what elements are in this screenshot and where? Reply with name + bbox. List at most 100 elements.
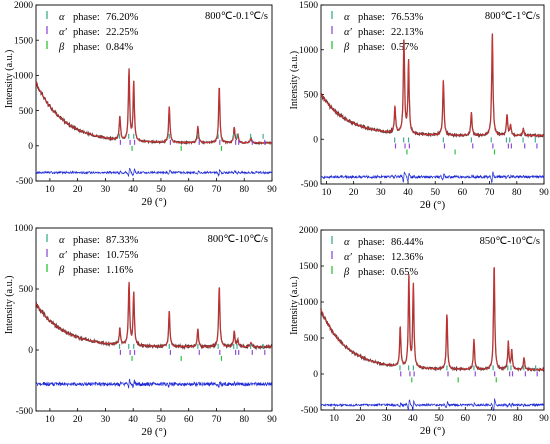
x-tick-label: 30: [382, 414, 392, 424]
x-tick-label: 80: [512, 188, 522, 198]
legend-phase-symbol: α: [344, 237, 350, 248]
observed-pattern: [35, 282, 273, 351]
y-tick-label: 500: [304, 334, 319, 344]
x-tick-label: 40: [408, 414, 418, 424]
x-tick-label: 50: [156, 415, 166, 425]
y-tick-label: 0: [313, 370, 318, 380]
y-tick-label: 1000: [299, 46, 318, 56]
x-tick-label: 60: [461, 414, 471, 424]
legend-phase-value: 22.25%: [106, 27, 139, 38]
difference-curve: [320, 398, 545, 412]
x-tick-label: 70: [212, 185, 222, 195]
calculated-pattern: [35, 68, 272, 144]
legend-phase-symbol: α′: [59, 250, 68, 261]
legend-phase-symbol: α′: [344, 252, 353, 263]
difference-curve: [320, 171, 545, 184]
plot-frame: [35, 4, 273, 182]
legend-phase-value: 10.75%: [106, 250, 139, 261]
legend-phase-value: 86.44%: [391, 237, 424, 248]
legend-phase-label: phase:: [73, 12, 100, 23]
legend-phase-symbol: β: [343, 42, 350, 53]
x-tick-label: 60: [184, 415, 194, 425]
legend-phase-symbol: β: [58, 42, 65, 53]
y-tick-label: 2000: [14, 1, 33, 11]
y-axis-label: Intensity (a.u.): [4, 276, 15, 335]
y-tick-label: 1500: [14, 36, 33, 46]
x-tick-label: 60: [184, 185, 194, 195]
y-axis-label: Intensity (a.u.): [289, 276, 300, 335]
y-tick-label: 1500: [299, 1, 318, 11]
sample-condition-label: 800℃-1℃/s: [485, 11, 540, 22]
legend-phase-value: 0.84%: [106, 42, 133, 53]
x-tick-label: 40: [403, 188, 413, 198]
x-tick-label: 90: [267, 185, 277, 195]
y-tick-label: 1000: [299, 298, 318, 308]
x-tick-label: 10: [45, 415, 55, 425]
x-tick-label: 20: [356, 414, 366, 424]
legend-phase-label: phase:: [358, 27, 385, 38]
legend-phase-symbol: α: [59, 235, 65, 246]
sample-condition-label: 800℃-0.1℃/s: [205, 11, 268, 22]
x-tick-label: 80: [239, 415, 249, 425]
legend-phase-value: 76.53%: [391, 12, 424, 23]
difference-curve: [35, 168, 273, 178]
x-tick-label: 20: [73, 415, 83, 425]
calculated-pattern: [35, 281, 272, 348]
y-tick-label: 0: [313, 135, 318, 145]
x-tick-label: 50: [156, 185, 166, 195]
y-tick-label: 500: [19, 107, 34, 117]
y-axis-label: Intensity (a.u.): [289, 51, 300, 110]
x-tick-label: 70: [212, 415, 222, 425]
y-tick-label: -500: [301, 180, 319, 190]
xrd-panel-4: 10 20 30 40 50 60 70 80 90 -500 0 500 1000 1500 2000 2θ…: [289, 226, 549, 437]
x-tick-label: 10: [45, 185, 55, 195]
xrd-panel-3: 10 20 30 40 50 60 70 80 90 -500 0 500 1000 2θ (°) Inte…: [4, 224, 277, 438]
y-tick-label: 1000: [14, 72, 33, 82]
x-tick-label: 90: [267, 415, 277, 425]
xrd-panel-1: 10 20 30 40 50 60 70 80 90 -500 0 500 1000 1500 2000 2θ…: [4, 1, 277, 208]
legend-phase-label: phase:: [73, 42, 100, 53]
legend-phase-label: phase:: [358, 12, 385, 23]
legend-phase-label: phase:: [358, 42, 385, 53]
plot-frame: [320, 4, 545, 185]
plot-frame: [320, 229, 545, 411]
y-tick-label: 0: [28, 142, 33, 152]
x-axis-label: 2θ (°): [141, 426, 167, 438]
legend-phase-label: phase:: [358, 252, 385, 263]
legend-phase-symbol: β: [343, 267, 350, 278]
x-tick-label: 50: [434, 414, 444, 424]
x-tick-label: 20: [73, 185, 83, 195]
x-tick-label: 30: [101, 415, 111, 425]
y-tick-label: -500: [301, 406, 319, 416]
legend-phase-label: phase:: [73, 250, 100, 261]
legend-phase-symbol: α: [59, 12, 65, 23]
legend-phase-label: phase:: [358, 237, 385, 248]
legend-phase-label: phase:: [358, 267, 385, 278]
legend-phase-symbol: α′: [59, 27, 68, 38]
x-axis-label: 2θ (°): [420, 199, 446, 211]
x-tick-label: 10: [329, 414, 339, 424]
difference-curve: [35, 378, 273, 389]
x-tick-label: 40: [128, 185, 138, 195]
calculated-pattern: [320, 267, 544, 370]
sample-condition-label: 850℃-10℃/s: [480, 236, 540, 247]
legend-phase-symbol: α: [344, 12, 350, 23]
x-tick-label: 90: [539, 188, 549, 198]
x-tick-label: 50: [430, 188, 440, 198]
y-tick-label: 500: [19, 285, 34, 295]
sample-condition-label: 800℃-10℃/s: [208, 234, 268, 245]
legend-phase-symbol: α′: [344, 27, 353, 38]
y-tick-label: 2000: [299, 226, 318, 236]
x-tick-label: 40: [128, 415, 138, 425]
x-tick-label: 90: [539, 414, 549, 424]
x-tick-label: 70: [485, 188, 495, 198]
x-axis-label: 2θ (°): [420, 425, 446, 437]
y-tick-label: 1500: [299, 262, 318, 272]
x-tick-label: 70: [487, 414, 497, 424]
x-tick-label: 10: [322, 188, 332, 198]
calculated-pattern: [320, 34, 544, 136]
observed-pattern: [320, 267, 545, 373]
x-tick-label: 80: [239, 185, 249, 195]
y-tick-label: 0: [28, 346, 33, 356]
